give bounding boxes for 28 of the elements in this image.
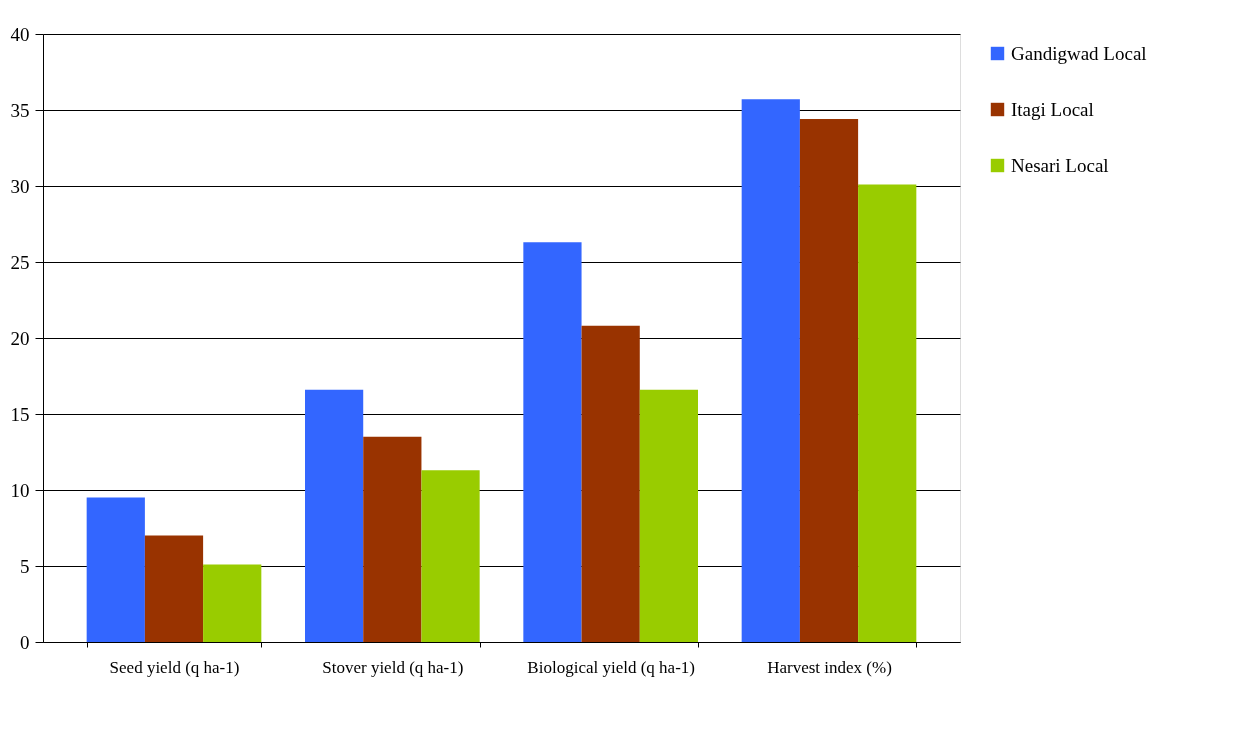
bar — [363, 436, 422, 642]
x-tick-label: Stover yield (q ha-1) — [322, 657, 464, 677]
y-tick-label: 15 — [10, 403, 30, 425]
y-tick-label: 40 — [10, 23, 30, 45]
legend-label: Itagi Local — [1011, 98, 1094, 120]
bar — [523, 242, 582, 642]
y-tick-label: 20 — [10, 327, 30, 349]
legend-label: Gandigwad Local — [1011, 42, 1147, 64]
bar — [86, 497, 145, 642]
x-tick-label: Biological yield (q ha-1) — [527, 657, 695, 677]
bar — [421, 470, 480, 642]
y-tick-label: 25 — [10, 251, 30, 273]
bar — [741, 99, 800, 642]
y-tick-label: 5 — [20, 555, 30, 577]
bar — [144, 535, 204, 642]
x-tick-label: Harvest index (%) — [767, 657, 892, 677]
x-tick-label: Seed yield (q ha-1) — [109, 657, 240, 677]
y-tick-label: 35 — [10, 99, 30, 121]
bar — [858, 184, 917, 642]
y-tick-label: 30 — [10, 175, 30, 197]
legend-label: Nesari Local — [1011, 154, 1109, 176]
bar — [639, 389, 698, 642]
bar — [305, 389, 364, 642]
y-tick-label: 0 — [20, 631, 30, 653]
bar — [799, 119, 859, 642]
bar — [203, 564, 262, 642]
bar — [581, 325, 640, 642]
y-tick-label: 10 — [10, 479, 30, 501]
